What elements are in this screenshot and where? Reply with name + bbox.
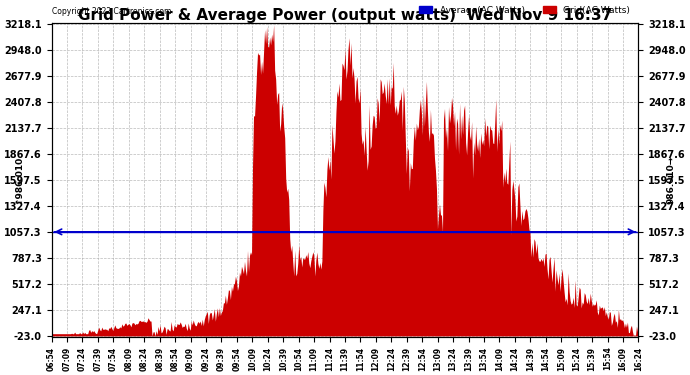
Text: 986.010→: 986.010→ [667,156,676,204]
Text: ↑986.010: ↑986.010 [14,156,23,204]
Legend: Average(AC Watts), Grid(AC Watts): Average(AC Watts), Grid(AC Watts) [415,2,634,18]
Title: Grid Power & Average Power (output watts)  Wed Nov 9 16:37: Grid Power & Average Power (output watts… [78,8,612,23]
Text: Copyright 2022 Cartronics.com: Copyright 2022 Cartronics.com [52,8,171,16]
